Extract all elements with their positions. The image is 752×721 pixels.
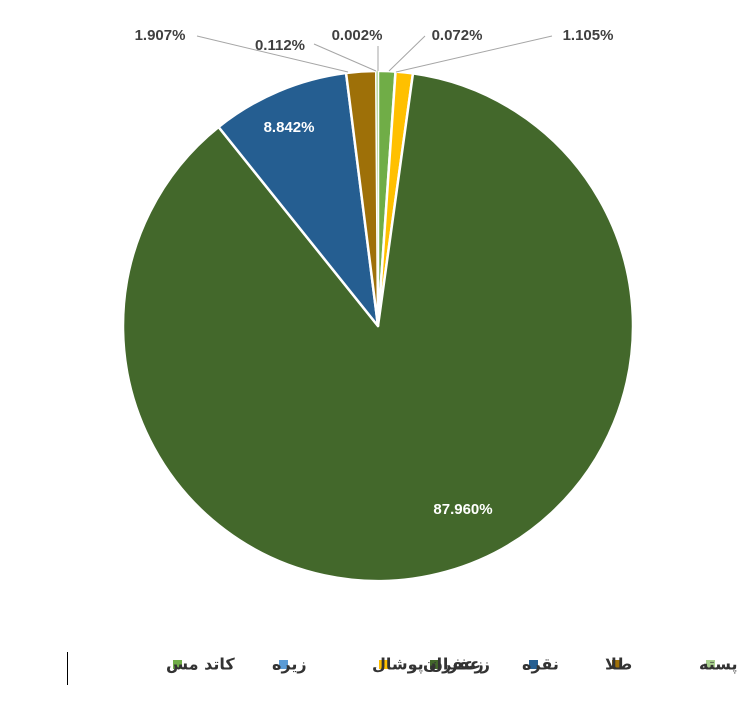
legend-swatch-5 [279, 660, 288, 669]
legend-label-4: زعفران پوشال [372, 655, 490, 675]
legend-item-4: زعفران پوشال [372, 655, 490, 675]
legend-swatch-3 [430, 660, 439, 669]
data-label-0: 1.105% [563, 27, 614, 44]
legend-label-2: نقره [522, 655, 559, 674]
legend-label-1: طلا [605, 655, 632, 674]
extra-leader-line-0 [388, 35, 426, 72]
data-label-5: 1.907% [135, 27, 186, 44]
pie-slice-4 [217, 71, 380, 328]
data-label-1: 0.002% [332, 27, 383, 44]
legend-item-2: نقره [522, 655, 559, 674]
legend-swatch-1 [612, 660, 621, 669]
legend-label-6: کاتد مس [166, 655, 235, 674]
legend-swatch-2 [529, 660, 538, 669]
left-divider-line [67, 652, 68, 685]
legend-label-0: پسته [699, 655, 738, 675]
leader-line-6 [313, 43, 377, 72]
leader-line-0 [395, 35, 553, 73]
data-label-4: 8.842% [264, 119, 315, 136]
legend-item-3: زعفران [423, 655, 484, 674]
legend-swatch-4 [379, 660, 388, 669]
legend-swatch-6 [173, 660, 182, 669]
data-label-6: 0.112% [255, 37, 305, 54]
legend-item-1: طلا [605, 655, 632, 674]
pie-slices [121, 69, 635, 583]
legend-label-3: زعفران [423, 655, 484, 674]
legend-item-5: زیره [272, 655, 307, 674]
leader-line-5 [196, 35, 349, 73]
pie-data-labels: 1.105% 0.002% 87.960% 8.842% 1.907% 0.112% 0.0… [135, 27, 614, 518]
extra-data-label-0: 0.072% [432, 27, 483, 44]
legend-swatch-0 [706, 660, 715, 669]
legend-label-5: زیره [272, 655, 307, 674]
data-label-3: 87.960% [433, 501, 492, 518]
legend-item-6: کاتد مس [166, 655, 235, 674]
legend-item-0: پسته [699, 655, 738, 675]
